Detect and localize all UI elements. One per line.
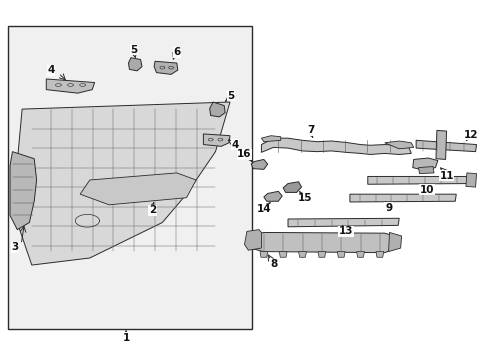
Polygon shape [260,252,267,257]
Text: 6: 6 [173,48,180,57]
Text: 9: 9 [384,203,391,213]
Polygon shape [209,102,224,117]
Text: 12: 12 [463,130,477,140]
Polygon shape [298,252,306,257]
Text: 11: 11 [438,171,453,181]
Text: 1: 1 [122,333,129,343]
Text: 4: 4 [47,65,55,75]
Text: 5: 5 [227,91,234,101]
Text: 13: 13 [338,226,352,237]
Text: 2: 2 [149,205,156,215]
Polygon shape [80,173,196,205]
Polygon shape [415,140,476,152]
Text: 7: 7 [307,125,314,135]
Text: 8: 8 [269,259,277,269]
Text: 15: 15 [297,193,311,203]
Text: 16: 16 [237,149,251,159]
Polygon shape [10,152,37,230]
Bar [8,26,251,329]
Polygon shape [465,173,476,187]
Polygon shape [367,176,471,184]
Polygon shape [349,194,455,202]
Polygon shape [203,134,229,146]
Polygon shape [435,130,446,159]
Text: 3: 3 [11,242,19,252]
Polygon shape [261,136,280,142]
Text: 10: 10 [419,185,434,195]
Polygon shape [249,233,398,253]
Polygon shape [279,252,286,257]
Polygon shape [287,218,398,227]
Polygon shape [128,58,142,71]
Polygon shape [264,192,282,201]
Polygon shape [418,167,433,174]
Polygon shape [244,230,261,250]
Text: 14: 14 [256,204,270,214]
Text: 5: 5 [130,45,138,55]
Polygon shape [251,159,267,169]
Polygon shape [46,79,95,93]
Polygon shape [356,252,364,257]
Polygon shape [337,252,345,257]
Text: 4: 4 [231,140,238,149]
Polygon shape [388,233,401,252]
Polygon shape [317,252,325,257]
Polygon shape [412,158,437,170]
Polygon shape [17,102,229,265]
Polygon shape [261,138,410,154]
Polygon shape [375,252,383,257]
Polygon shape [384,141,413,149]
Polygon shape [154,61,178,75]
Polygon shape [283,182,301,192]
